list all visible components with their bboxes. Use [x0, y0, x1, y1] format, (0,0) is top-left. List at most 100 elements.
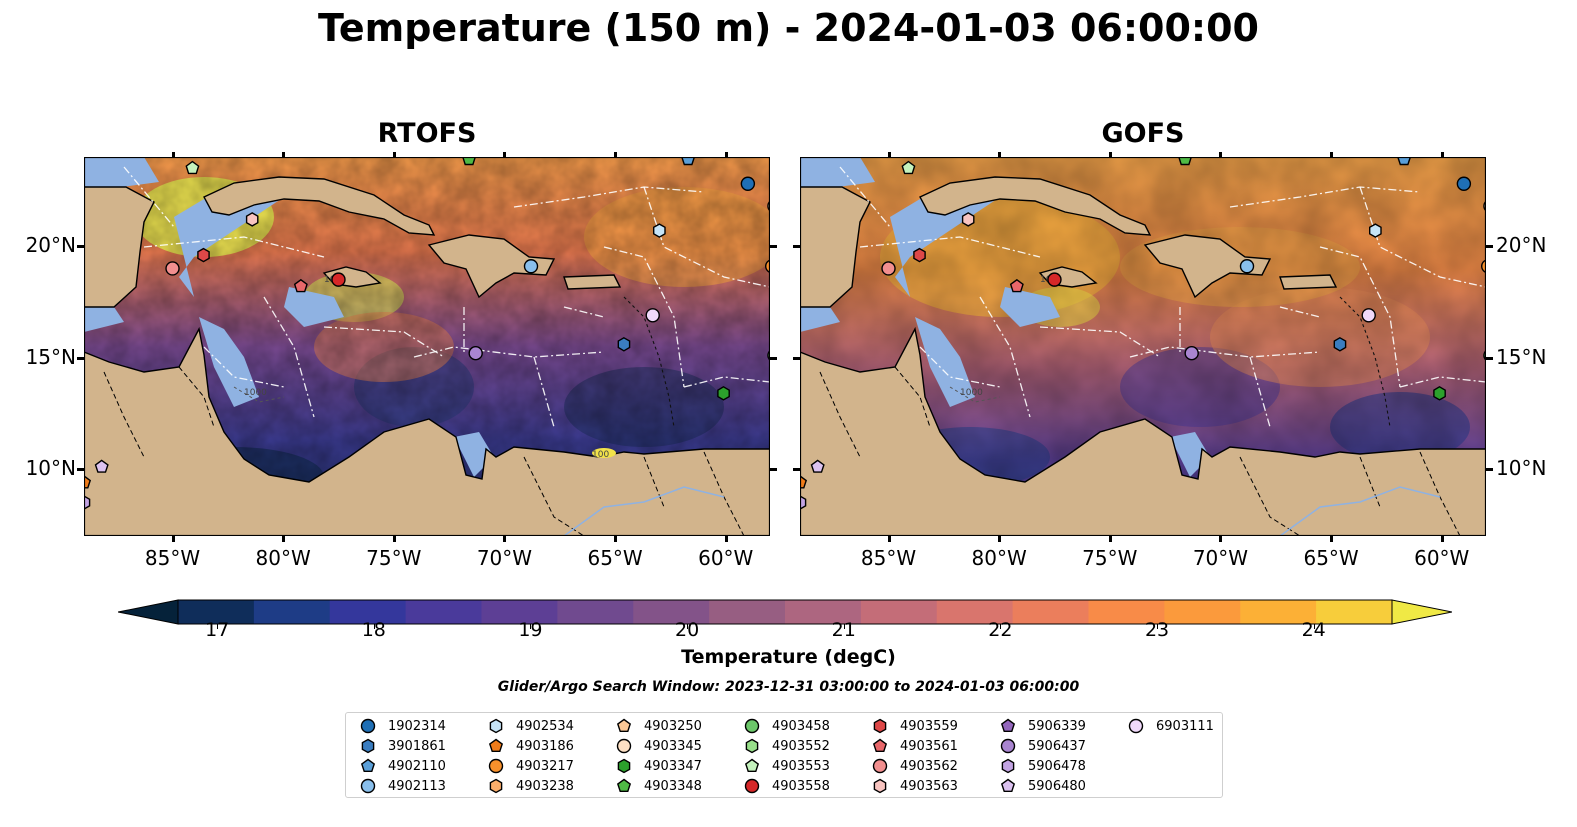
legend-marker-shape [616, 778, 632, 793]
lat-tick-label: 15°N [25, 344, 76, 369]
colorbar-bin [1088, 600, 1165, 624]
legend-marker-icon [1000, 738, 1016, 754]
lon-tick-label: 75°W [1082, 546, 1138, 570]
legend-marker-shape [744, 758, 760, 773]
float-marker [1009, 278, 1024, 293]
float-marker [800, 475, 808, 489]
legend-item: 4903345 [616, 736, 702, 756]
contour-label: 1000 [960, 388, 983, 398]
legend-item: 4903186 [488, 736, 574, 756]
lon-tick-mark [724, 152, 728, 158]
legend-marker-icon [488, 758, 504, 774]
legend-marker-icon [488, 738, 504, 753]
legend-label: 1902314 [388, 718, 446, 734]
float-marker [1239, 259, 1255, 274]
legend-label: 4903558 [772, 778, 830, 794]
colorbar-bin [329, 600, 407, 624]
legend-label: 5906339 [1028, 718, 1086, 734]
float-marker [84, 495, 91, 510]
float-marker [617, 336, 631, 352]
float-marker [881, 261, 896, 276]
legend-marker-icon [360, 778, 376, 794]
legend-item: 4903561 [872, 736, 958, 756]
lon-tick-label: 75°W [366, 546, 422, 570]
legend-label: 5906480 [1028, 778, 1086, 794]
legend-label: 4903559 [900, 718, 958, 734]
legend-marker-shape [489, 718, 503, 734]
legend-item: 5906480 [1000, 776, 1086, 796]
float-marker [717, 385, 730, 401]
lat-tick-label: 20°N [25, 233, 76, 258]
colorbar-tick-label: 17 [205, 619, 230, 641]
legend-item: 5906437 [1000, 736, 1086, 756]
lon-tick-mark [887, 152, 891, 158]
legend-label: 5906478 [1028, 758, 1086, 774]
lon-tick-label: 65°W [1303, 546, 1359, 570]
colorbar-tick-label: 20 [675, 619, 700, 641]
legend-marker-icon [872, 738, 888, 753]
legend-label: 6903111 [1156, 718, 1214, 734]
float-marker [523, 259, 539, 274]
legend-item: 4903348 [616, 776, 702, 796]
colorbar-bin [481, 600, 558, 624]
figure-title: Temperature (150 m) - 2024-01-03 06:00:0… [317, 6, 1259, 50]
float-marker [810, 459, 825, 473]
lon-tick-mark [282, 535, 286, 542]
colorbar-bin [1164, 600, 1241, 624]
float-marker [1456, 176, 1472, 191]
colorbar-bin [785, 600, 862, 624]
colorbar-bin [557, 600, 634, 624]
colorbar-bin [936, 600, 1014, 624]
legend-label: 4903561 [900, 738, 958, 754]
lon-tick-mark [887, 535, 891, 542]
float-marker [1433, 385, 1446, 401]
legend-label: 4903238 [516, 778, 574, 794]
contour-label: 100 [592, 450, 609, 460]
legend-item: 5906339 [1000, 716, 1086, 736]
legend-marker-shape [873, 778, 887, 794]
lon-tick-label: 70°W [1192, 546, 1249, 570]
legend-marker-icon [744, 758, 760, 773]
legend-item: 4903250 [616, 716, 702, 736]
colorbar-tick-mark [373, 624, 375, 629]
colorbar-label: Temperature (degC) [681, 646, 896, 668]
colorbar-bin [253, 600, 331, 624]
float-marker [293, 278, 308, 293]
legend-marker-shape [360, 758, 376, 773]
legend-label: 4902110 [388, 758, 446, 774]
lon-tick-mark [282, 152, 286, 158]
float-marker [84, 475, 92, 489]
legend-marker-icon [489, 778, 503, 794]
float-marker [681, 157, 696, 166]
float-marker [1333, 336, 1347, 352]
legend-item: 4903458 [744, 716, 830, 736]
colorbar-bin [633, 600, 710, 624]
lon-tick-mark [1330, 535, 1334, 542]
lat-tick-label: 10°N [25, 456, 76, 481]
legend-marker-shape [616, 738, 632, 754]
lat-tick-mark [793, 468, 800, 472]
float-marker [165, 261, 180, 276]
float-marker [645, 308, 660, 323]
lat-tick-mark [77, 245, 84, 249]
float-legend: 1902314 3901861 4902110 4902113 4902534 49031… [345, 712, 1223, 798]
legend-marker-shape [1000, 778, 1016, 793]
lon-tick-mark [998, 535, 1002, 542]
lat-tick-label: 15°N [1496, 344, 1547, 369]
legend-label: 4902113 [388, 778, 446, 794]
float-marker [468, 345, 483, 361]
legend-item: 3901861 [360, 736, 446, 756]
lat-tick-mark [1486, 245, 1493, 249]
lon-tick-mark [392, 535, 396, 542]
legend-marker-shape [872, 758, 888, 774]
colorbar-bin [1316, 600, 1393, 624]
legend-marker-shape [360, 778, 376, 794]
lon-tick-mark [171, 535, 175, 542]
gofs-panel-title: GOFS [1101, 118, 1185, 149]
legend-marker-icon [360, 718, 376, 734]
colorbar-bin [1240, 600, 1317, 624]
lon-tick-mark [1440, 152, 1444, 158]
float-marker [462, 157, 476, 166]
colorbar-extend-high [1391, 599, 1452, 625]
